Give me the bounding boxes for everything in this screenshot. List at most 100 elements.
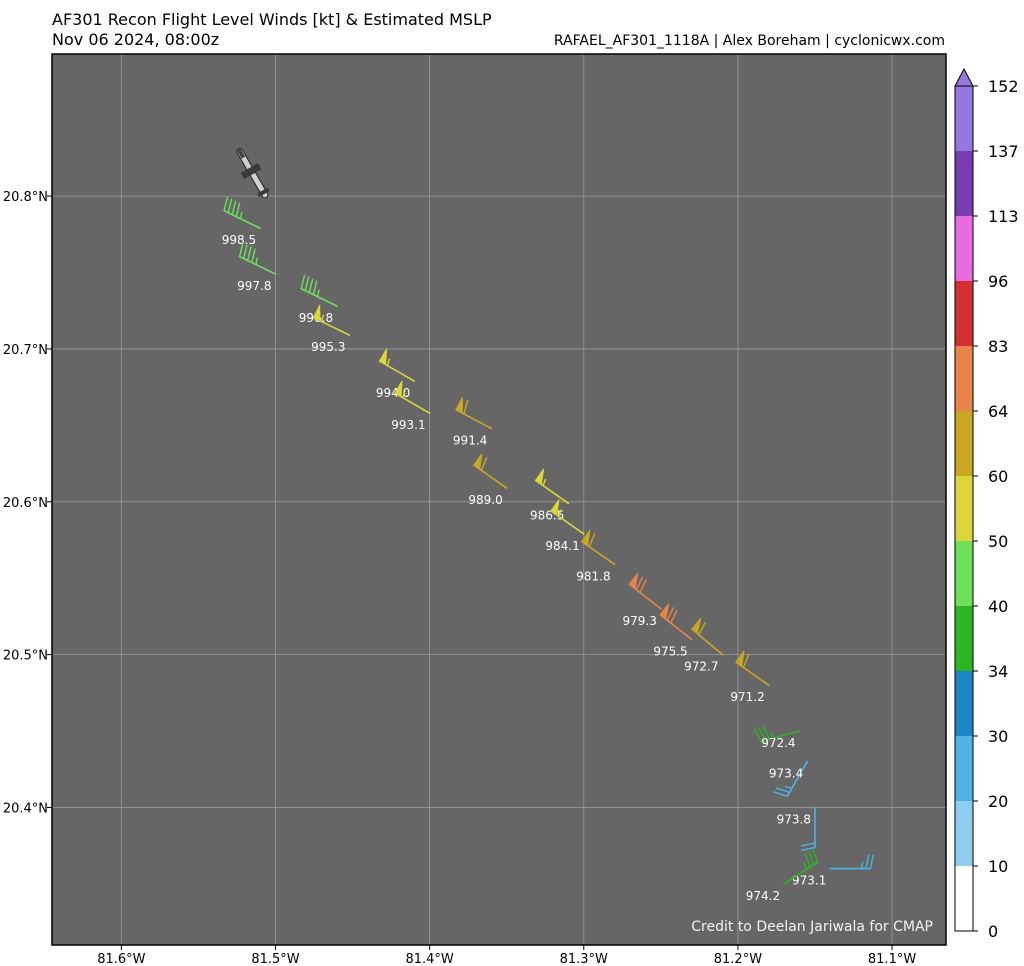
colorbar-tick-label: 64 [988,402,1008,421]
colorbar-segment [955,801,973,866]
colorbar-segment [955,476,973,541]
wind-barb [659,603,693,641]
colorbar-tick-label: 83 [988,337,1008,356]
y-tick-label: 20.8°N [3,190,48,205]
barb-feather [800,846,816,852]
barb-feather [480,456,488,471]
barb-feather [758,727,766,741]
barb-feather [698,621,707,636]
barb-flag [312,304,321,322]
colorbar-tick-label: 50 [988,532,1008,551]
barb-half-feather [320,314,325,322]
aircraft-icon [236,147,270,199]
pressure-label: 979.3 [622,614,656,628]
y-tick-label: 20.6°N [3,496,48,511]
pressure-label: 981.8 [576,569,610,583]
barb-feather [235,202,241,217]
colorbar-segment [955,86,973,151]
barb-feather [811,848,819,863]
colorbar-tick-label: 0 [988,922,998,941]
colorbar-frame [954,85,974,932]
barb-feather [242,244,248,259]
wind-barb [223,196,261,230]
barb-feather [238,242,244,257]
colorbar-tick-label: 137 [988,142,1019,161]
barb-feather [308,278,314,293]
colorbar-tick-label: 10 [988,857,1008,876]
colorbar-segment [955,606,973,671]
colorbar-tick-label: 113 [988,207,1019,226]
barb-feather [670,609,678,624]
colorbar-segment [955,346,973,411]
barb-half-feather [557,509,562,517]
barb-flag [735,650,745,668]
colorbar-tick-label: 34 [988,662,1008,681]
plot-area [52,54,946,945]
barb-feather [223,196,229,211]
wind-barb [300,274,338,307]
barb-feather [742,653,750,668]
colorbar-tick-label: 60 [988,467,1008,486]
barb-flag [473,453,483,470]
barb-shaft [300,287,338,307]
barb-feather [463,399,469,415]
barb-feather [869,854,875,869]
colorbar-tick-label: 152 [988,77,1019,96]
barb-feather [635,576,644,590]
barb-feather [804,853,811,868]
plot-frame [51,53,947,946]
wind-barb [378,348,416,382]
pressure-label: 991.4 [453,433,487,447]
wind-barb [773,760,809,798]
wind-barb [753,725,801,743]
barb-feather [775,787,790,794]
barb-flag [455,397,464,414]
barb-feather [808,850,815,865]
wind-barb [238,242,277,275]
wind-barb [534,468,570,505]
barb-feather [588,533,596,547]
barb-shaft [760,730,801,743]
barb-feather [666,607,675,621]
barb-feather [639,579,647,593]
colorbar-segment [955,541,973,606]
barb-flag [534,468,545,486]
source-credit: RAFAEL_AF301_1118A | Alex Boreham | cycl… [553,33,945,49]
barb-feather [231,200,237,215]
wind-barb [550,499,585,535]
barb-shaft [786,760,809,798]
colorbar-segment [955,411,973,476]
wind-barb [455,397,493,430]
x-tick-label: 81.6°W [97,952,145,966]
wind-barb [394,380,431,414]
barb-feather [312,280,318,295]
pressure-label: 995.3 [311,340,345,354]
wind-barb [581,529,616,566]
colorbar-tick-label: 40 [988,597,1008,616]
barb-flag [581,529,591,547]
barb-flag [628,572,639,590]
chart-subtitle: Nov 06 2024, 08:00z [52,30,220,49]
cmap-credit: Credit to Deelan Jariwala for CMAP [691,919,933,935]
barb-feather [865,854,870,869]
barb-flag [550,499,560,516]
wind-barb [312,304,351,337]
wind-barb [473,453,508,489]
wind-barb [800,806,816,852]
barb-shaft [238,255,277,275]
barb-feather [762,725,771,740]
barb-half-feather [255,257,259,265]
pressure-label: 972.4 [761,736,795,750]
chart-title: AF301 Recon Flight Level Winds [kt] & Es… [52,10,492,29]
colorbar: 0 10 20 30 34 40 50 60 64 83 96 113 137 152 [954,67,1019,941]
pressure-label: 984.1 [545,539,579,553]
x-tick-label: 81.3°W [560,952,608,966]
barb-feather [753,728,762,742]
barb-flag [691,617,702,635]
barb-flag [378,348,388,366]
pressure-label: 975.5 [653,644,687,658]
wind-barb [628,572,662,610]
barb-feather [246,246,252,261]
colorbar-segment [955,216,973,281]
pressure-label: 973.8 [777,812,811,826]
